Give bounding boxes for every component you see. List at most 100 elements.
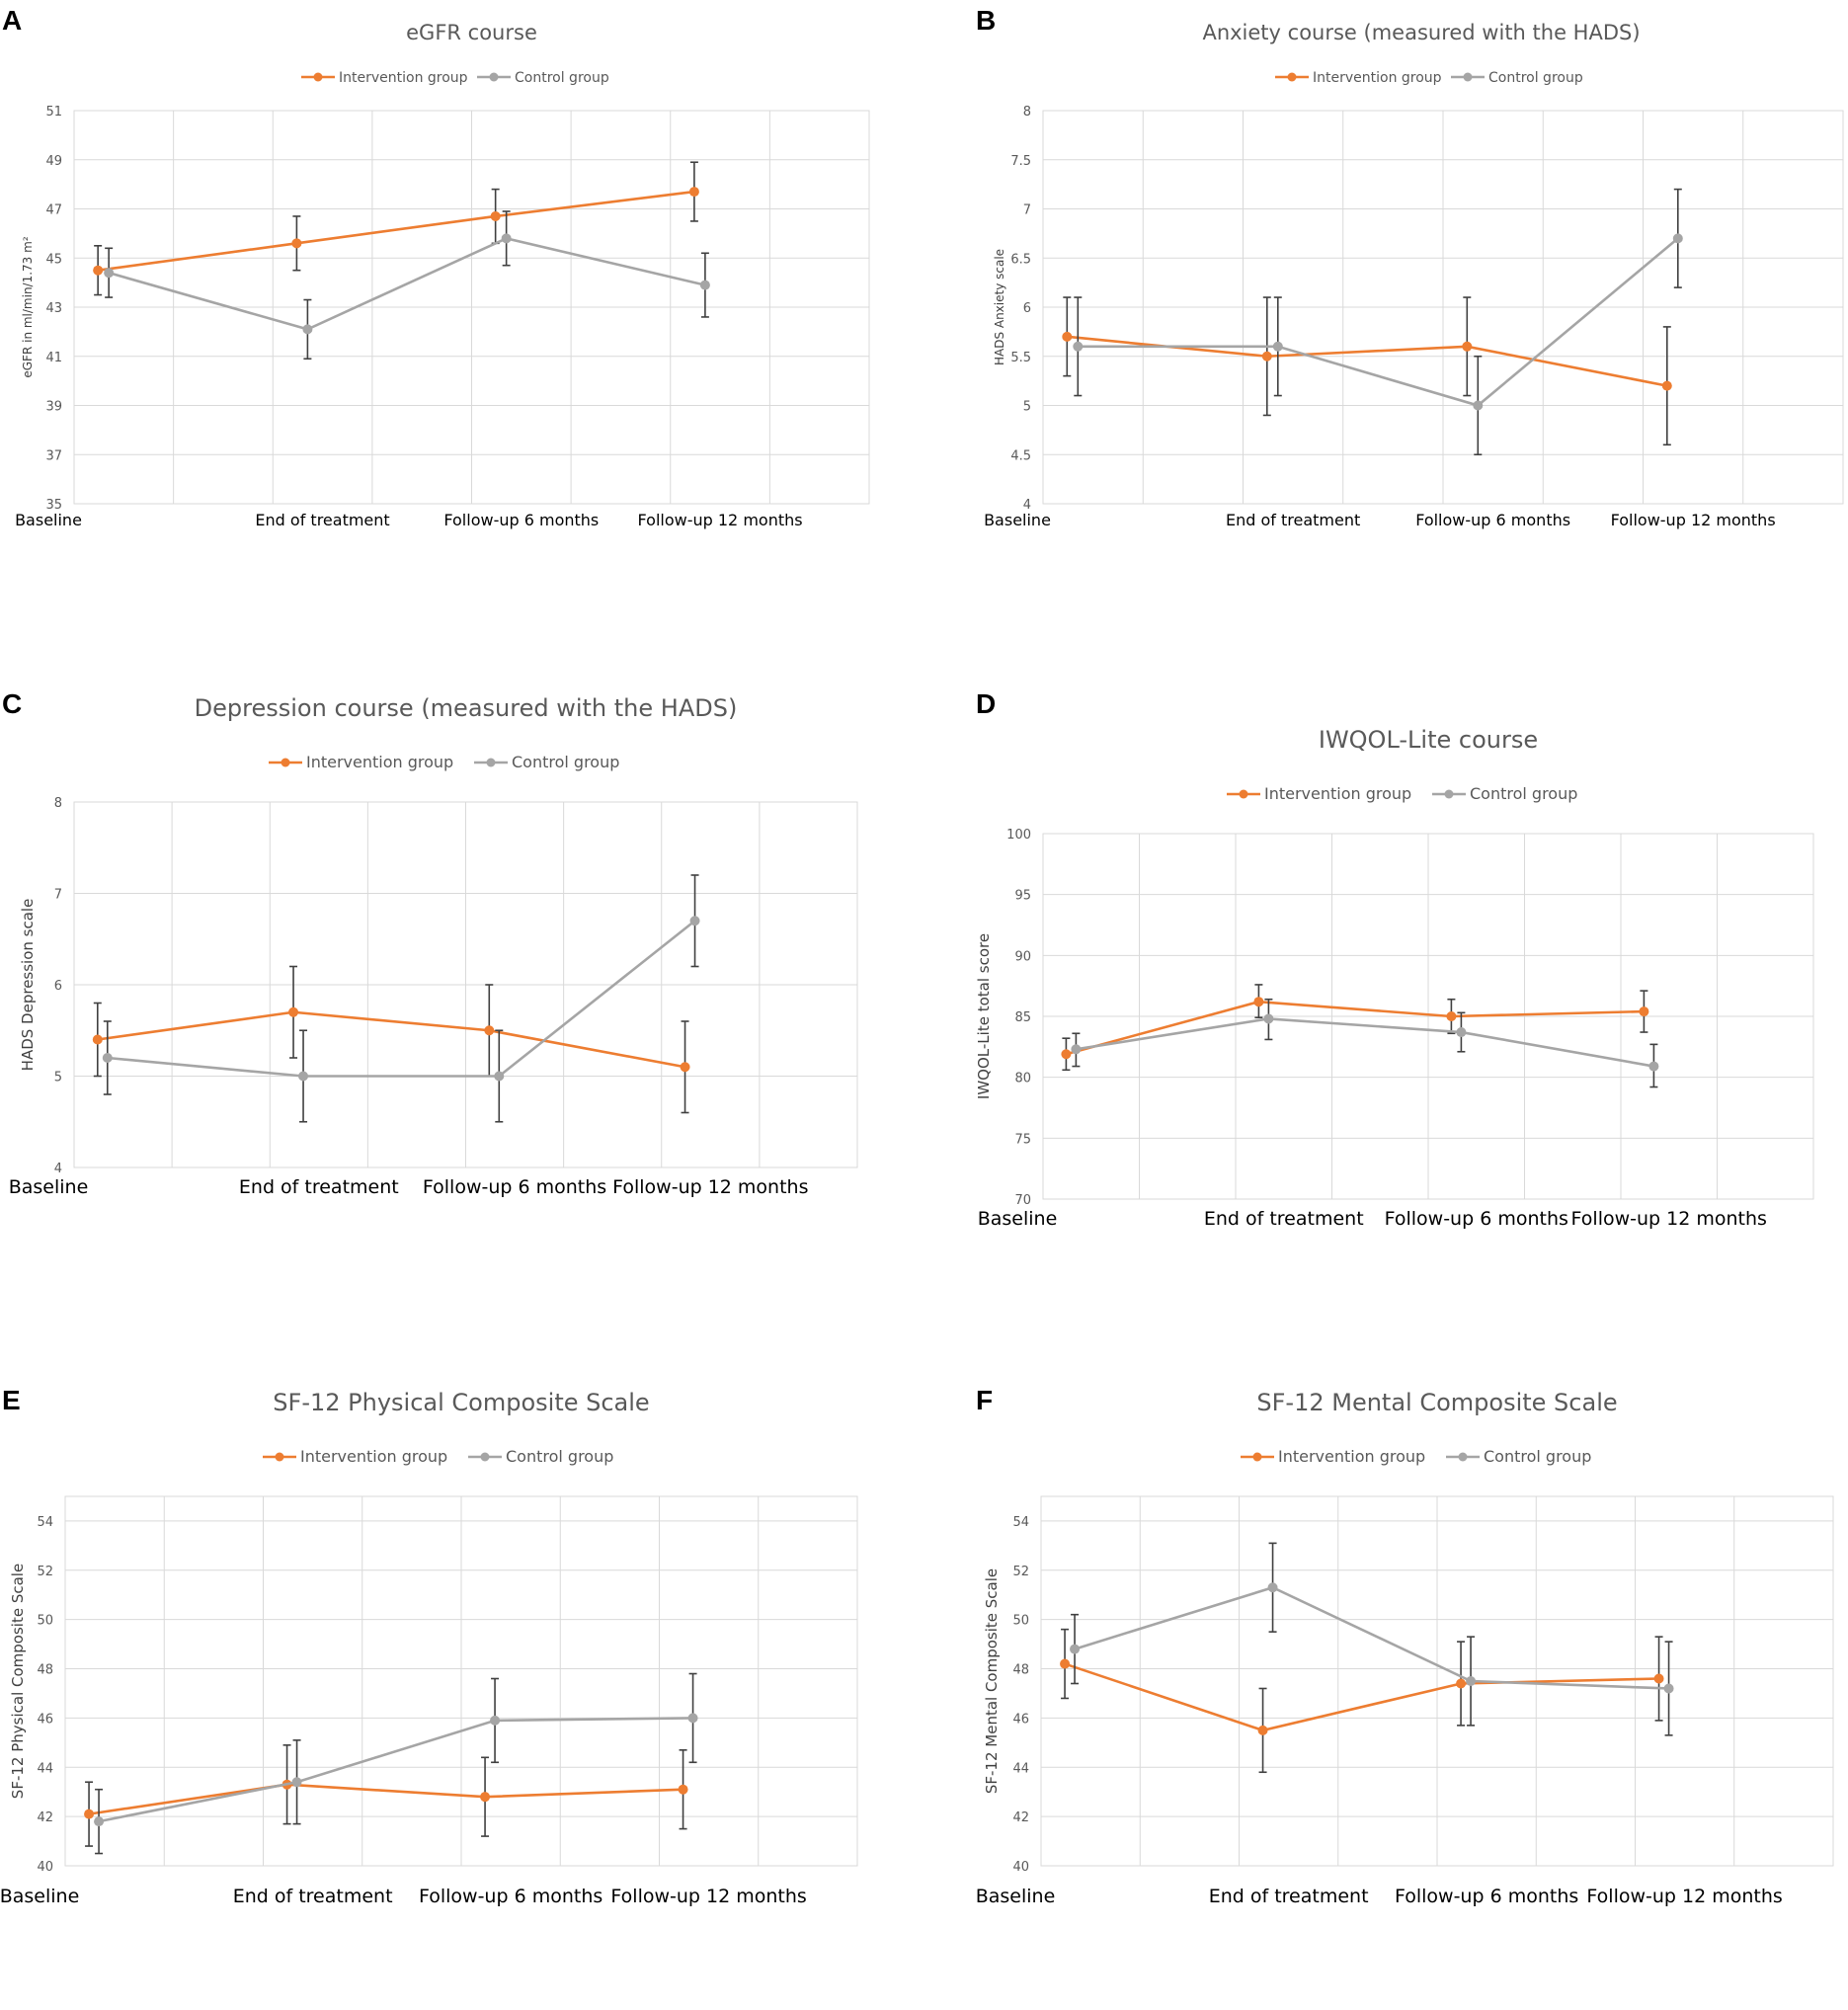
data-point <box>93 265 104 276</box>
data-point <box>1062 331 1073 342</box>
x-tick-label: Follow-up 12 months <box>1611 511 1776 529</box>
legend-label: Control group <box>512 753 619 771</box>
y-axis-ticks: 70 75 80 85 90 95 100 <box>1006 828 1031 1208</box>
x-tick-label: End of treatment <box>1226 511 1360 529</box>
legend-marker <box>1463 72 1473 82</box>
y-tick-label: 46 <box>1012 1712 1029 1727</box>
y-tick-label: 5 <box>54 1071 62 1085</box>
panel-letter: C <box>2 688 22 719</box>
series-intervention <box>1061 984 1649 1072</box>
data-point <box>1253 997 1264 1007</box>
data-point <box>92 1034 103 1045</box>
y-tick-label: 70 <box>1014 1193 1031 1208</box>
legend-label: Control group <box>1470 784 1577 803</box>
plot-area-frame <box>1042 110 1844 505</box>
x-tick-label: Follow-up 12 months <box>610 1886 806 1907</box>
y-tick-label: 6 <box>1023 301 1031 316</box>
data-point <box>1073 341 1084 352</box>
x-tick-label: Baseline <box>984 511 1051 529</box>
chart-title: IWQOL-Lite course <box>1319 726 1538 754</box>
data-point <box>484 1025 495 1036</box>
y-tick-label: 4 <box>54 1162 62 1176</box>
y-tick-label: 39 <box>45 400 62 415</box>
gridlines <box>1040 1495 1834 1867</box>
chart-title: Depression course (measured with the HAD… <box>195 694 738 722</box>
chart-panel-b: B Anxiety course (measured with the HADS)… <box>974 0 1848 632</box>
legend-marker <box>486 758 496 767</box>
y-tick-label: 85 <box>1014 1010 1031 1025</box>
y-tick-label: 51 <box>45 105 62 120</box>
data-point <box>288 1006 299 1017</box>
data-point <box>302 324 313 335</box>
series-control <box>94 1672 698 1855</box>
series-line <box>108 236 706 331</box>
data-point <box>1070 1644 1081 1654</box>
panel-letter: A <box>2 5 22 36</box>
legend-marker <box>1252 1452 1262 1462</box>
series-line <box>1066 1000 1645 1056</box>
data-point <box>1261 351 1272 362</box>
legend-entry-control: Control group <box>474 753 619 771</box>
y-axis-ticks: 35 37 39 41 43 45 47 49 51 <box>45 105 62 513</box>
gridlines <box>64 1495 858 1867</box>
chart-svg-d: D IWQOL-Lite course Intervention group Cont… <box>975 688 1814 1230</box>
data-point <box>1663 1683 1674 1694</box>
legend-label: Control group <box>1488 70 1583 86</box>
legend-label: Intervention group <box>1264 784 1411 803</box>
legend-entry-control: Control group <box>1446 1447 1591 1466</box>
panel-letter: E <box>2 1385 21 1415</box>
legend-label: Intervention group <box>300 1447 447 1466</box>
y-tick-label: 6 <box>54 979 62 994</box>
legend-entry-intervention: Intervention group <box>263 1447 447 1466</box>
x-tick-label: Follow-up 6 months <box>443 511 599 529</box>
y-tick-label: 50 <box>37 1614 53 1629</box>
chart-title: Anxiety course (measured with the HADS) <box>1202 21 1640 44</box>
plot-area-frame <box>64 1495 858 1867</box>
x-axis-ticks: Baseline End of treatment Follow-up 6 mont… <box>0 1886 807 1907</box>
chart-svg-f: F SF-12 Mental Composite Scale Interventio… <box>976 1385 1834 1907</box>
x-tick-label: Baseline <box>978 1208 1058 1230</box>
legend-entry-control: Control group <box>1432 784 1577 803</box>
data-point <box>1446 1011 1457 1021</box>
data-point <box>1653 1673 1664 1684</box>
y-tick-label: 8 <box>54 796 62 811</box>
data-point <box>1272 341 1283 352</box>
y-tick-label: 80 <box>1014 1072 1031 1086</box>
gridlines <box>73 110 870 505</box>
data-point <box>687 1713 698 1724</box>
legend-marker <box>1444 789 1454 799</box>
y-tick-label: 49 <box>45 154 62 169</box>
x-tick-label: Follow-up 6 months <box>419 1886 603 1907</box>
legend-label: Intervention group <box>1313 70 1442 86</box>
chart-svg-c: C Depression course (measured with the HA… <box>2 688 858 1198</box>
x-axis-ticks: Baseline End of treatment Follow-up 6 mont… <box>9 1176 809 1198</box>
data-point <box>1061 1049 1072 1060</box>
data-point <box>501 233 512 244</box>
data-point <box>1456 1027 1467 1038</box>
series-intervention <box>92 965 690 1114</box>
legend-entry-control: Control group <box>1451 70 1583 86</box>
x-tick-label: End of treatment <box>1204 1208 1364 1230</box>
data-point <box>1639 1006 1649 1017</box>
y-tick-label: 37 <box>45 448 62 463</box>
y-tick-label: 48 <box>37 1663 53 1678</box>
y-tick-label: 100 <box>1006 828 1031 843</box>
legend-marker <box>281 758 290 767</box>
y-tick-label: 41 <box>45 351 62 365</box>
data-point <box>94 1816 105 1827</box>
plot-area-frame <box>73 801 858 1168</box>
data-point <box>291 238 302 249</box>
chart-panel-c: C Depression course (measured with the HA… <box>0 682 924 1314</box>
legend-label: Control group <box>1484 1447 1591 1466</box>
data-point <box>1466 1676 1477 1686</box>
y-tick-label: 45 <box>45 252 62 267</box>
legend-marker <box>313 72 323 82</box>
x-tick-label: Follow-up 12 months <box>1571 1208 1767 1230</box>
y-tick-label: 5 <box>1023 400 1031 415</box>
legend-marker <box>489 72 499 82</box>
x-axis-ticks: Baseline End of treatment Follow-up 6 mont… <box>978 1208 1767 1230</box>
series-line <box>98 1717 693 1823</box>
x-tick-label: Follow-up 12 months <box>1586 1886 1782 1907</box>
legend-label: Intervention group <box>306 753 453 771</box>
